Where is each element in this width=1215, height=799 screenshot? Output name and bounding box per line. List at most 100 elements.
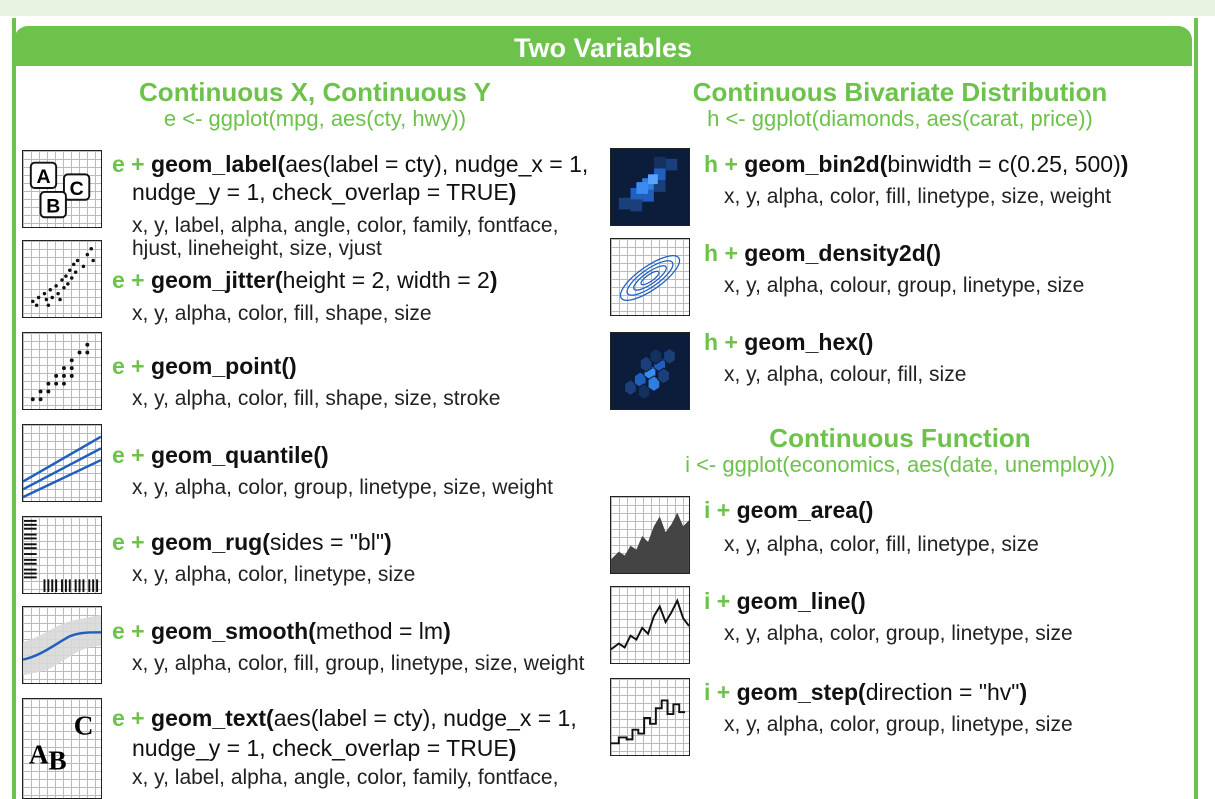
label-icon-c: C: [70, 178, 84, 200]
code-var: i +: [704, 497, 731, 523]
left-section-header: Continuous X, Continuous Y e <- ggplot(m…: [20, 78, 610, 132]
geom-area-aes: x, y, alpha, color, fill, linetype, size: [724, 533, 1039, 556]
geom-hex-code: h + geom_hex(): [704, 328, 873, 357]
code-geom: geom_label(: [151, 151, 286, 177]
label-icon-a: A: [36, 166, 50, 188]
text-icon-c: C: [74, 710, 94, 740]
step-plot-icon: [610, 678, 690, 756]
geom-smooth-code: e + geom_smooth(method = lm): [112, 617, 451, 646]
top-strip: [0, 0, 1215, 16]
geom-point-code: e + geom_point(): [112, 352, 297, 381]
code-geom: geom_point(): [151, 353, 297, 379]
code-close: ): [489, 267, 498, 293]
code-close: ): [384, 529, 392, 555]
code-geom: geom_quantile(): [151, 442, 329, 468]
smooth-plot-icon: [22, 606, 102, 684]
geom-hex-aes: x, y, alpha, colour, fill, size: [724, 363, 967, 386]
text-icon-b: B: [48, 745, 66, 775]
geom-quantile-code: e + geom_quantile(): [112, 441, 329, 470]
code-args-cont: nudge_y = 1, check_overlap = TRUE: [132, 735, 509, 761]
rug-plot-icon: [22, 516, 102, 594]
geom-text-aes: x, y, label, alpha, angle, color, family…: [132, 766, 559, 789]
bin2d-plot-icon: [610, 148, 690, 226]
right-bottom-section-subtitle: i <- ggplot(economics, aes(date, unemplo…: [685, 452, 1115, 477]
line-plot-icon: [610, 586, 690, 664]
code-var: e +: [112, 353, 145, 379]
area-plot-icon: [610, 496, 690, 574]
point-plot-icon: [22, 332, 102, 410]
code-geom: geom_rug(: [151, 529, 270, 555]
code-args: binwidth = c(0.25, 500): [887, 151, 1121, 177]
code-var: e +: [112, 267, 145, 293]
code-var: e +: [112, 151, 145, 177]
geom-text-code-line2: nudge_y = 1, check_overlap = TRUE): [132, 734, 516, 763]
geom-label-aes-line2: hjust, lineheight, size, vjust: [132, 237, 382, 260]
code-var: e +: [112, 529, 145, 555]
geom-line-code: i + geom_line(): [704, 587, 866, 616]
code-var: i +: [704, 588, 731, 614]
code-var: i +: [704, 679, 731, 705]
code-geom: geom_text(: [151, 705, 274, 731]
code-var: h +: [704, 329, 738, 355]
geom-density2d-code: h + geom_density2d(): [704, 239, 941, 268]
geom-line-aes: x, y, alpha, color, group, linetype, siz…: [724, 622, 1073, 645]
geom-jitter-code: e + geom_jitter(height = 2, width = 2): [112, 266, 497, 295]
geom-label-code: e + geom_label(aes(label = cty), nudge_x…: [112, 150, 588, 179]
left-section-title: Continuous X, Continuous Y: [139, 77, 491, 107]
geom-label-code-line2: nudge_y = 1, check_overlap = TRUE): [132, 178, 516, 207]
geom-point-aes: x, y, alpha, color, fill, shape, size, s…: [132, 387, 501, 410]
code-geom: geom_line(): [736, 588, 866, 614]
geom-label-aes: x, y, label, alpha, angle, color, family…: [132, 214, 559, 237]
geom-step-code: i + geom_step(direction = "hv"): [704, 678, 1027, 707]
geom-jitter-aes: x, y, alpha, color, fill, shape, size: [132, 302, 432, 325]
geom-area-code: i + geom_area(): [704, 496, 873, 525]
geom-step-aes: x, y, alpha, color, group, linetype, siz…: [724, 713, 1073, 736]
code-var: e +: [112, 705, 145, 731]
geom-rug-code: e + geom_rug(sides = "bl"): [112, 528, 392, 557]
text-glyphs-icon: C A B: [22, 698, 102, 799]
right-bottom-section-header: Continuous Function i <- ggplot(economic…: [620, 424, 1180, 478]
code-var: e +: [112, 442, 145, 468]
code-geom: geom_density2d(): [744, 240, 942, 266]
code-var: e +: [112, 618, 145, 644]
code-close: ): [1019, 679, 1028, 705]
geom-quantile-aes: x, y, alpha, color, group, linetype, siz…: [132, 476, 554, 499]
code-geom: geom_jitter(: [151, 267, 283, 293]
code-geom: geom_area(): [736, 497, 874, 523]
right-top-section-header: Continuous Bivariate Distribution h <- g…: [620, 78, 1180, 132]
section-banner: Two Variables: [14, 26, 1192, 66]
geom-smooth-aes: x, y, alpha, color, fill, group, linetyp…: [132, 652, 585, 675]
right-top-section-title: Continuous Bivariate Distribution: [692, 77, 1108, 107]
code-close: ): [1120, 151, 1129, 177]
text-icon-a: A: [29, 740, 49, 770]
geom-bin2d-aes: x, y, alpha, color, fill, linetype, size…: [724, 185, 1112, 208]
code-geom: geom_step(: [736, 679, 866, 705]
label-boxes-icon: A C B: [22, 150, 102, 228]
label-icon-b: B: [46, 195, 60, 217]
code-close: ): [508, 179, 517, 205]
code-geom: geom_bin2d(: [744, 151, 888, 177]
section-frame: [12, 18, 1198, 799]
code-args: direction = "hv": [865, 679, 1020, 705]
geom-text-code: e + geom_text(aes(label = cty), nudge_x …: [112, 704, 577, 733]
code-args-cont: nudge_y = 1, check_overlap = TRUE: [132, 179, 509, 205]
left-section-subtitle: e <- ggplot(mpg, aes(cty, hwy)): [163, 106, 467, 131]
code-close: ): [508, 735, 517, 761]
code-args: aes(label = cty), nudge_x = 1,: [273, 705, 577, 731]
geom-bin2d-code: h + geom_bin2d(binwidth = c(0.25, 500)): [704, 150, 1128, 179]
density2d-plot-icon: [610, 238, 690, 316]
jitter-plot-icon: [22, 240, 102, 318]
quantile-plot-icon: [22, 424, 102, 502]
code-close: ): [443, 618, 451, 644]
geom-density2d-aes: x, y, alpha, colour, group, linetype, si…: [724, 274, 1085, 297]
code-args: sides = "bl": [269, 529, 384, 555]
code-args: method = lm: [315, 618, 444, 644]
code-var: h +: [704, 240, 738, 266]
code-geom: geom_hex(): [744, 329, 874, 355]
geom-rug-aes: x, y, alpha, color, linetype, size: [132, 563, 416, 586]
code-var: h +: [704, 151, 738, 177]
right-bottom-section-title: Continuous Function: [769, 423, 1031, 453]
hex-plot-icon: [610, 332, 690, 410]
code-args: height = 2, width = 2: [282, 267, 490, 293]
code-geom: geom_smooth(: [151, 618, 316, 644]
